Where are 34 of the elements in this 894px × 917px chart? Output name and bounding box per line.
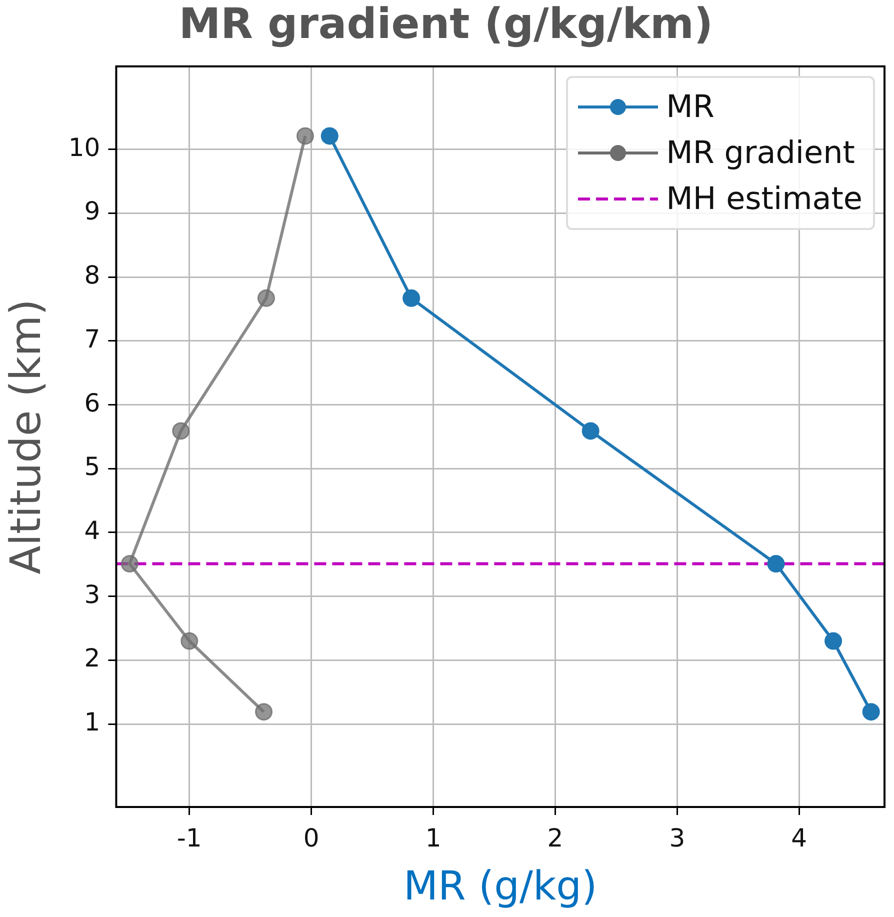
point (172, 422, 190, 440)
y-tick-label: 1 (84, 708, 100, 736)
legend-label: MR gradient (666, 135, 855, 172)
point (320, 127, 338, 145)
point (296, 127, 314, 145)
point (257, 289, 275, 307)
x-tick-label: 0 (303, 824, 320, 852)
y-tick-label: 10 (68, 132, 100, 162)
y-axis-title: Altitude (km) (1, 298, 50, 574)
y-tick-label: 8 (84, 260, 100, 290)
y-tick-label: 4 (84, 516, 100, 545)
x-tick-label: 3 (669, 824, 686, 852)
point (767, 555, 785, 572)
x-tick-label: 1 (425, 824, 442, 852)
y-tick-label: 5 (84, 452, 100, 482)
x-tick-label: 4 (791, 824, 808, 852)
point (402, 289, 420, 307)
point (862, 703, 880, 721)
point (824, 632, 842, 650)
y-tick-label: 2 (84, 644, 100, 673)
point (180, 632, 198, 650)
y-tick-label: 6 (84, 388, 100, 418)
x-tick-label: 2 (547, 824, 564, 852)
legend-label: MH estimate (666, 181, 862, 218)
point (255, 703, 273, 721)
x-axis-title: MR (g/kg) (404, 863, 598, 910)
legend-label: MR (666, 89, 714, 126)
point (120, 555, 138, 572)
point (582, 422, 600, 440)
y-tick-label: 7 (84, 324, 100, 354)
y-tick-label: 9 (84, 196, 100, 226)
x-tick-label: -1 (176, 824, 202, 852)
y-tick-label: 3 (84, 580, 100, 609)
chart-title: MR gradient (g/kg/km) (178, 0, 714, 48)
